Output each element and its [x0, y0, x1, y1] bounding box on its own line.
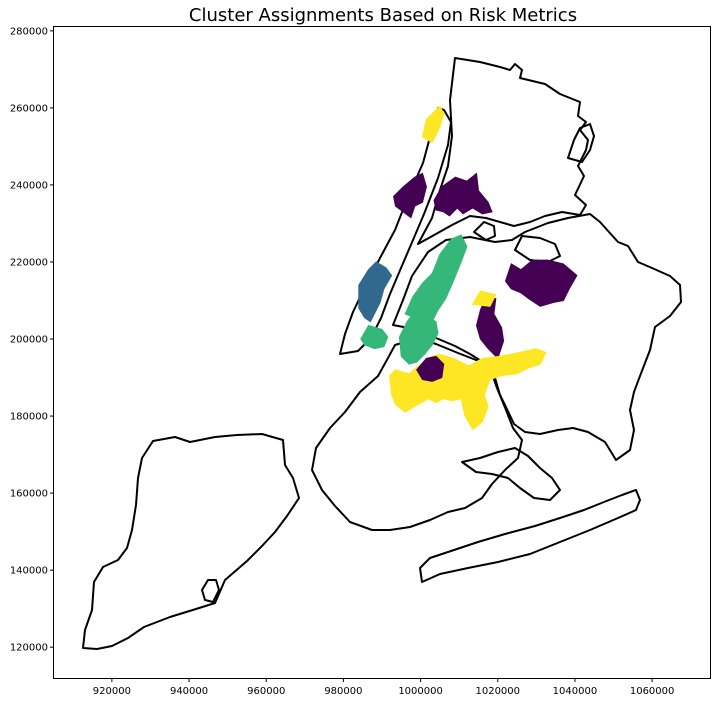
- region-west-bronx-a: [393, 172, 427, 219]
- x-axis: 920000 940000 960000 980000 1000000 1020000 10…: [93, 678, 675, 697]
- cluster-regions: [358, 105, 578, 431]
- region-north-manhattan: [421, 105, 445, 144]
- region-lower-west-manhattan: [360, 324, 389, 350]
- region-west-manhattan: [358, 261, 393, 323]
- x-tick-label: 1020000: [475, 686, 520, 697]
- boundary-bay-islands: [461, 447, 561, 501]
- boundary-small-island-b: [201, 579, 220, 603]
- x-tick-label: 980000: [324, 686, 362, 697]
- region-central-bronx: [433, 172, 493, 217]
- y-axis: 120000 140000 160000 180000 200000 220000 2400…: [10, 26, 54, 654]
- x-tick-label: 920000: [93, 686, 131, 697]
- y-tick-label: 120000: [10, 643, 48, 654]
- region-brooklyn-purple: [416, 355, 445, 382]
- region-north-queens-strip: [471, 290, 497, 307]
- y-tick-label: 180000: [10, 412, 48, 423]
- chart-title: Cluster Assignments Based on Risk Metric…: [189, 5, 577, 26]
- region-east-queens: [504, 259, 578, 307]
- x-tick-label: 1060000: [630, 686, 675, 697]
- boundary-brooklyn: [311, 337, 523, 531]
- y-tick-label: 140000: [10, 566, 48, 577]
- boundary-rockaway: [419, 489, 641, 583]
- y-tick-label: 260000: [10, 103, 48, 114]
- y-tick-label: 280000: [10, 26, 48, 37]
- plot-frame: [53, 26, 711, 679]
- x-tick-label: 940000: [170, 686, 208, 697]
- boundary-staten-island: [82, 433, 300, 650]
- x-tick-label: 1040000: [553, 686, 598, 697]
- y-tick-label: 200000: [10, 335, 48, 346]
- boundary-small-island-a: [473, 221, 496, 241]
- boundary-inlet-a: [567, 123, 595, 163]
- x-tick-label: 1000000: [398, 686, 443, 697]
- x-tick-label: 960000: [247, 686, 285, 697]
- region-central-queens-green: [398, 313, 439, 365]
- y-tick-label: 220000: [10, 257, 48, 268]
- y-tick-label: 240000: [10, 180, 48, 191]
- y-tick-label: 160000: [10, 489, 48, 500]
